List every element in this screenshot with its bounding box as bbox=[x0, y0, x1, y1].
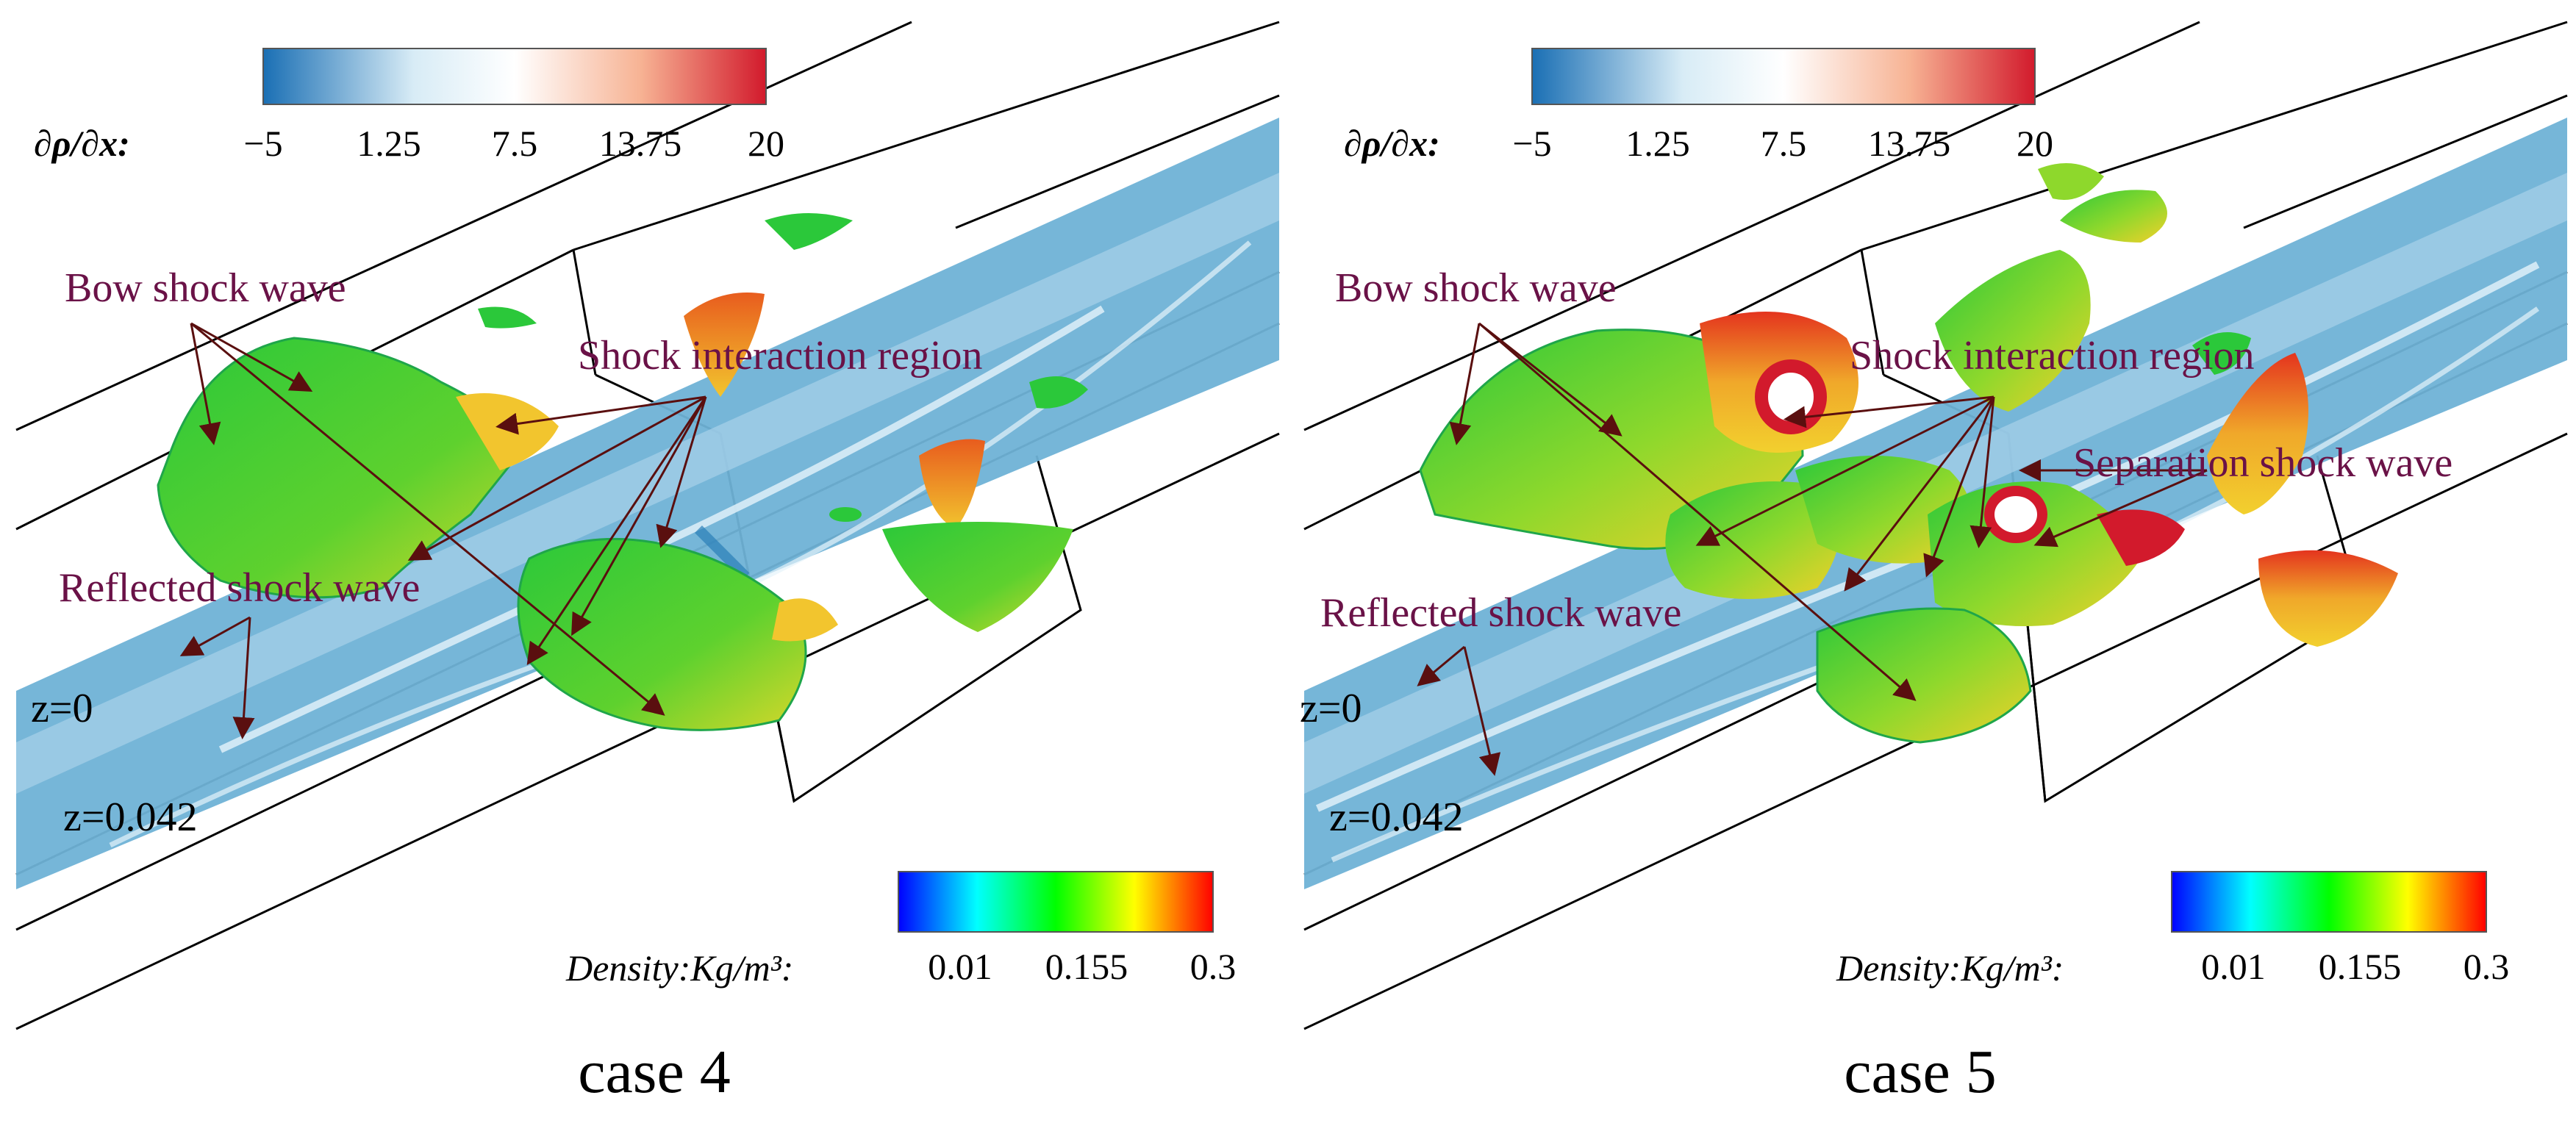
grad-tick: 1.25 bbox=[357, 123, 421, 164]
annotation-arrows bbox=[179, 322, 707, 739]
grad-colorbar bbox=[262, 48, 767, 105]
density-isosurfaces bbox=[157, 213, 1088, 731]
grad-tick: 20 bbox=[748, 123, 784, 164]
density-tick: 0.155 bbox=[1045, 946, 1128, 987]
grad-tick: −5 bbox=[1512, 123, 1552, 164]
label-z1: z=0.042 bbox=[1329, 794, 1464, 840]
label-reflected-shock: Reflected shock wave bbox=[59, 565, 421, 611]
grad-colorbar bbox=[1531, 48, 2036, 105]
panel-case-5: Bow shock wave Shock interaction region … bbox=[1288, 0, 2576, 1123]
flow-visualization-case-4 bbox=[15, 21, 1280, 1030]
label-shock-interaction: Shock interaction region bbox=[578, 333, 983, 378]
label-bow-shock: Bow shock wave bbox=[1335, 265, 1617, 311]
caption-case-4: case 4 bbox=[578, 1038, 731, 1106]
density-colorbar bbox=[2171, 871, 2487, 933]
grad-tick: −5 bbox=[243, 123, 283, 164]
flow-visualization-case-5 bbox=[1303, 21, 2568, 1030]
label-shock-interaction: Shock interaction region bbox=[1850, 333, 2255, 378]
grad-tick: 13.75 bbox=[598, 123, 682, 164]
density-tick: 0.3 bbox=[2463, 946, 2510, 987]
grad-tick: 7.5 bbox=[491, 123, 538, 164]
grad-legend-title: ∂ρ/∂x: bbox=[1344, 123, 1440, 164]
panel-case-4: Bow shock wave Shock interaction region … bbox=[15, 21, 1280, 1106]
density-legend-title: Density:Kg/m³: bbox=[1836, 947, 2064, 989]
density-tick: 0.01 bbox=[928, 946, 992, 987]
label-z0: z=0 bbox=[1300, 686, 1362, 731]
grad-legend-title: ∂ρ/∂x: bbox=[34, 123, 130, 164]
grad-tick: 13.75 bbox=[1867, 123, 1951, 164]
caption-case-5: case 5 bbox=[1844, 1038, 1997, 1106]
label-separation-shock: Separation shock wave bbox=[2073, 440, 2453, 486]
label-bow-shock: Bow shock wave bbox=[65, 265, 346, 311]
annotation-arrows bbox=[1417, 322, 2208, 776]
grad-tick: 7.5 bbox=[1760, 123, 1807, 164]
label-reflected-shock: Reflected shock wave bbox=[1320, 590, 1682, 636]
density-legend-title: Density:Kg/m³: bbox=[566, 947, 794, 989]
grad-tick: 20 bbox=[2017, 123, 2053, 164]
grad-tick: 1.25 bbox=[1625, 123, 1690, 164]
density-colorbar bbox=[898, 871, 1214, 933]
density-tick: 0.01 bbox=[2201, 946, 2266, 987]
density-tick: 0.3 bbox=[1189, 946, 1237, 987]
density-tick: 0.155 bbox=[2318, 946, 2402, 987]
label-z0: z=0 bbox=[31, 686, 93, 731]
label-z1: z=0.042 bbox=[63, 794, 198, 840]
